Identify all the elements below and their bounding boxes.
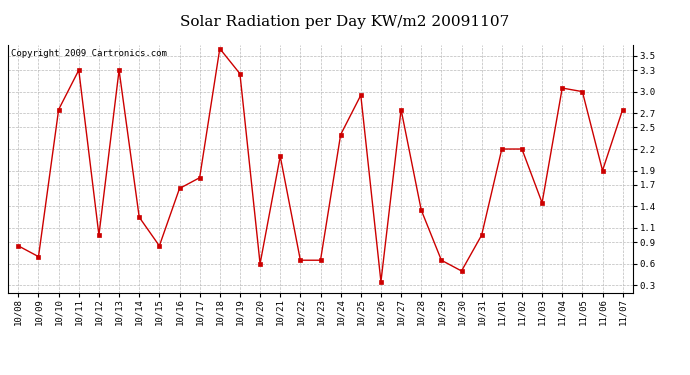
Text: Solar Radiation per Day KW/m2 20091107: Solar Radiation per Day KW/m2 20091107 (180, 15, 510, 29)
Text: Copyright 2009 Cartronics.com: Copyright 2009 Cartronics.com (12, 49, 167, 58)
